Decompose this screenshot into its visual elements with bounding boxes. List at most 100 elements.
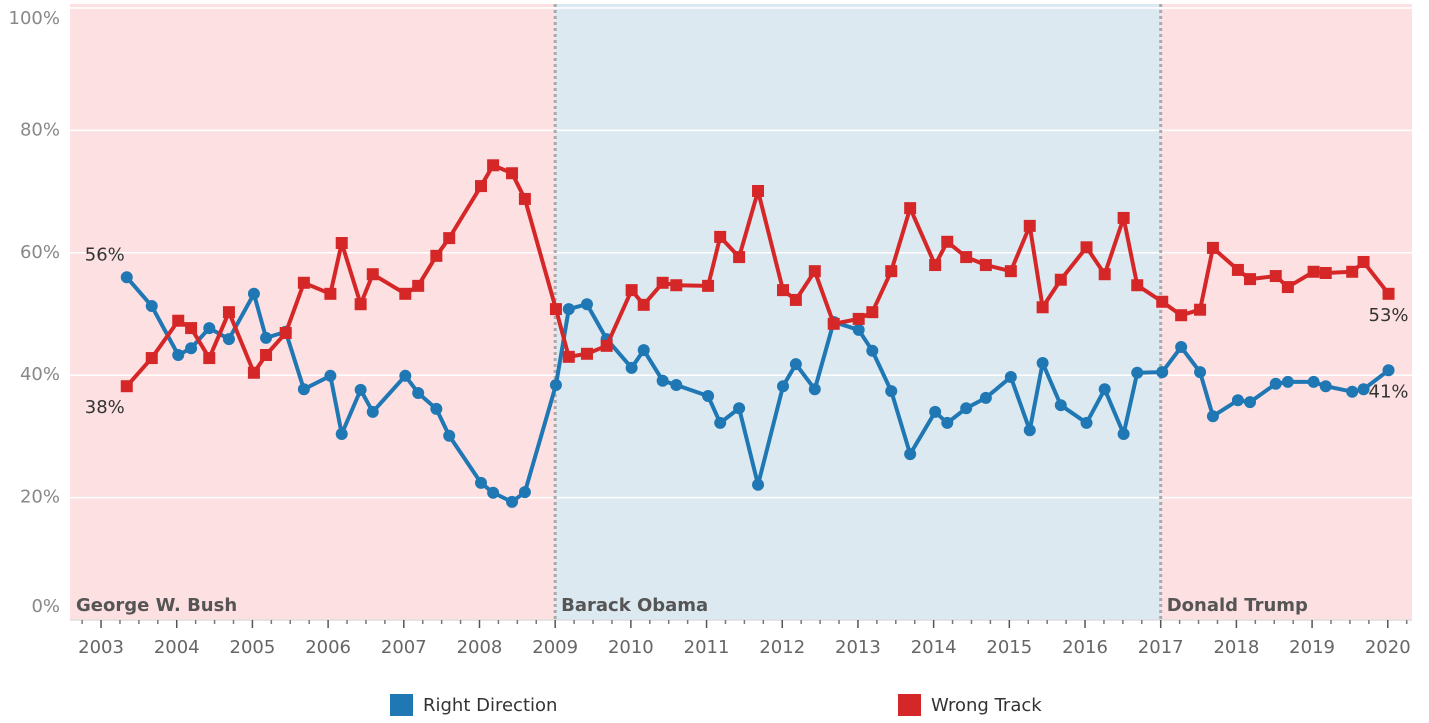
point	[637, 344, 650, 357]
point	[1175, 341, 1188, 354]
x-tick-label: 2011	[684, 637, 730, 658]
point	[656, 374, 669, 387]
point	[185, 322, 198, 335]
point	[1382, 364, 1395, 377]
point	[979, 259, 992, 272]
point	[827, 317, 840, 330]
point	[733, 251, 746, 264]
point	[366, 268, 379, 281]
x-tick-label: 2017	[1138, 637, 1184, 658]
x-tick-label: 2020	[1365, 637, 1411, 658]
point	[1080, 416, 1093, 429]
point	[335, 427, 348, 440]
point	[885, 385, 898, 398]
y-tick-label: 60%	[20, 242, 60, 263]
point	[1098, 383, 1111, 396]
point	[475, 180, 488, 193]
point	[562, 303, 575, 316]
point	[120, 380, 133, 393]
point	[714, 416, 727, 429]
point	[354, 298, 367, 311]
point	[1269, 377, 1282, 390]
point	[172, 349, 185, 362]
point	[702, 279, 715, 292]
point	[335, 237, 348, 250]
point	[1036, 301, 1049, 314]
point	[145, 352, 158, 365]
point	[506, 495, 519, 508]
point	[885, 265, 898, 278]
point	[120, 271, 133, 284]
point	[354, 383, 367, 396]
point	[1319, 380, 1332, 393]
point	[904, 202, 917, 215]
point	[929, 259, 942, 272]
point	[1117, 211, 1130, 224]
point	[929, 405, 942, 418]
point	[1269, 270, 1282, 283]
point	[789, 358, 802, 371]
point	[549, 378, 562, 391]
point	[1156, 295, 1169, 308]
point	[487, 159, 500, 172]
point	[1054, 399, 1067, 412]
y-tick-label: 20%	[20, 487, 60, 508]
point	[789, 293, 802, 306]
point	[324, 369, 337, 382]
point	[172, 314, 185, 327]
point	[979, 391, 992, 404]
point	[1206, 241, 1219, 254]
point	[324, 287, 337, 300]
point	[412, 279, 425, 292]
point	[1054, 273, 1067, 286]
point	[443, 429, 456, 442]
point	[960, 402, 973, 415]
x-tick-label: 2005	[230, 637, 276, 658]
point	[145, 300, 158, 313]
legend-swatch	[390, 694, 413, 716]
y-tick-label: 40%	[20, 364, 60, 385]
point	[1023, 219, 1036, 232]
point	[1357, 383, 1370, 396]
point	[1080, 241, 1093, 254]
y-tick-label: 80%	[20, 119, 60, 140]
point	[1307, 265, 1320, 278]
point	[670, 378, 683, 391]
point	[222, 333, 235, 346]
value-label: 56%	[85, 244, 125, 265]
point	[487, 486, 500, 499]
value-label: 53%	[1369, 305, 1409, 326]
point	[1346, 385, 1359, 398]
x-tick-label: 2015	[986, 637, 1032, 658]
point	[752, 184, 765, 197]
point	[260, 349, 273, 362]
point	[1346, 265, 1359, 278]
point	[399, 369, 412, 382]
x-tick-label: 2014	[911, 637, 957, 658]
point	[808, 265, 821, 278]
point	[670, 279, 683, 292]
point	[941, 416, 954, 429]
point	[222, 306, 235, 319]
point	[430, 249, 443, 262]
point	[297, 276, 310, 289]
x-tick-label: 2003	[78, 637, 124, 658]
x-tick-label: 2012	[759, 637, 805, 658]
point	[1281, 281, 1294, 294]
x-tick-label: 2009	[532, 637, 578, 658]
x-tick-label: 2016	[1062, 637, 1108, 658]
x-tick-label: 2006	[305, 637, 351, 658]
x-tick-label: 2008	[457, 637, 503, 658]
point	[866, 306, 879, 319]
point	[247, 287, 260, 300]
point	[580, 347, 593, 360]
point	[625, 361, 638, 374]
point	[1131, 279, 1144, 292]
point	[1357, 255, 1370, 268]
point	[777, 284, 790, 297]
point	[752, 478, 765, 491]
point	[1307, 375, 1320, 388]
x-tick-label: 2013	[835, 637, 881, 658]
point	[475, 476, 488, 489]
